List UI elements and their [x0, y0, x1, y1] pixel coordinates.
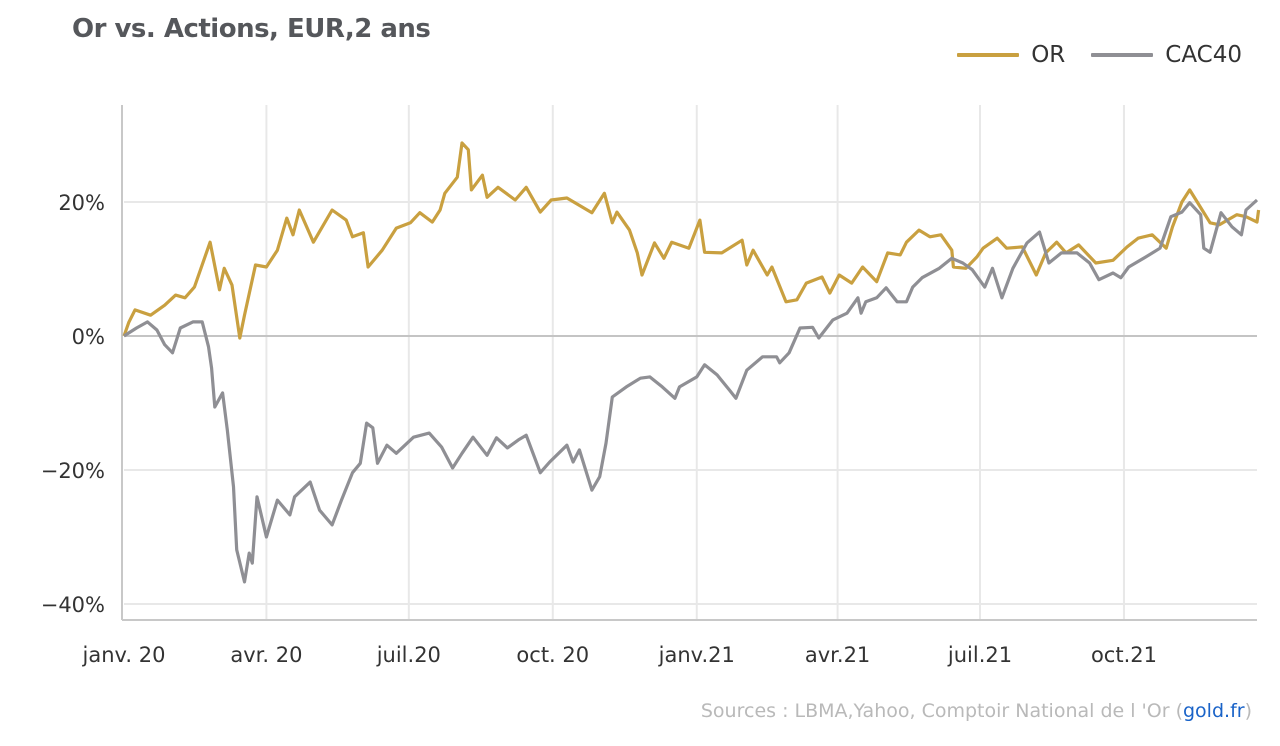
- y-tick-label: 20%: [58, 191, 105, 215]
- legend-swatch-or: [957, 53, 1020, 57]
- tick-labels: 20% 0% −20% −40% janv. 20 avr. 20 juil.20 oct. …: [41, 191, 1157, 667]
- x-tick-label: janv. 20: [82, 643, 166, 667]
- x-tick-label: avr.21: [805, 643, 870, 667]
- grid: [124, 105, 1257, 620]
- x-tick-label: oct. 20: [516, 643, 589, 667]
- x-tick-label: juil.21: [947, 643, 1012, 667]
- series-line-or: [122, 141, 1261, 340]
- legend-label-or: OR: [1031, 42, 1066, 68]
- chart-title: Or vs. Actions, EUR,2 ans: [72, 14, 431, 44]
- axes: [121, 105, 1257, 621]
- legend: OR CAC40: [931, 42, 1242, 68]
- x-tick-label: juil.20: [376, 643, 441, 667]
- series-line-cac40: [123, 198, 1259, 584]
- y-tick-label: 0%: [72, 325, 105, 349]
- y-tick-label: −20%: [41, 459, 105, 483]
- x-tick-label: janv.21: [658, 643, 735, 667]
- y-tick-label: −40%: [41, 593, 105, 617]
- x-tick-label: oct.21: [1091, 643, 1157, 667]
- sources-suffix: ): [1244, 700, 1252, 722]
- legend-item-or[interactable]: OR: [957, 42, 1065, 68]
- gold-fr-link[interactable]: gold.fr: [1183, 700, 1245, 722]
- x-tick-label: avr. 20: [230, 643, 302, 667]
- series-lines: [122, 141, 1261, 584]
- sources-text: Sources : LBMA,Yahoo, Comptoir National …: [700, 700, 1183, 722]
- legend-label-cac40: CAC40: [1165, 42, 1242, 68]
- sources-note: Sources : LBMA,Yahoo, Comptoir National …: [701, 700, 1252, 722]
- legend-swatch-cac40: [1091, 53, 1154, 57]
- legend-item-cac40[interactable]: CAC40: [1091, 42, 1242, 68]
